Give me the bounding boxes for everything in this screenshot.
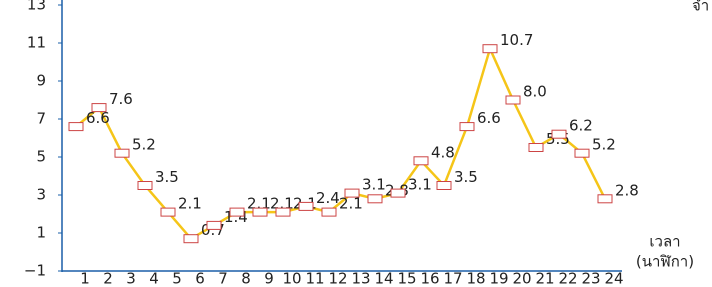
y-tick-label: 5 xyxy=(36,148,46,166)
value-label: 8.0 xyxy=(523,83,547,101)
value-label: 2.4 xyxy=(316,189,340,207)
x-tick-label: 20 xyxy=(512,270,531,287)
x-tick-label: 4 xyxy=(149,270,159,287)
x-tick-label: 13 xyxy=(351,270,370,287)
x-tick-label: 3 xyxy=(126,270,136,287)
point-marker xyxy=(276,208,290,216)
point-marker xyxy=(322,208,336,216)
point-marker xyxy=(345,189,359,197)
x-axis-label: เวลา xyxy=(649,233,680,251)
x-tick-label: 19 xyxy=(489,270,508,287)
value-label: 3.5 xyxy=(155,168,179,186)
point-marker xyxy=(207,221,221,229)
point-marker xyxy=(69,123,83,131)
x-tick-label: 24 xyxy=(604,270,623,287)
value-label: 10.7 xyxy=(500,31,533,49)
value-label: 4.8 xyxy=(431,143,455,161)
x-tick-label: 7 xyxy=(218,270,228,287)
x-axis-label: (นาฬิกา) xyxy=(636,253,694,271)
y-tick-label: 11 xyxy=(27,34,46,52)
x-tick-label: 2 xyxy=(103,270,113,287)
point-marker xyxy=(437,182,451,190)
value-label: 7.6 xyxy=(109,90,133,108)
x-tick-label: 1 xyxy=(80,270,90,287)
x-tick-label: 14 xyxy=(374,270,393,287)
y-tick-label: 9 xyxy=(36,72,46,90)
x-tick-label: 6 xyxy=(195,270,205,287)
x-tick-label: 9 xyxy=(264,270,274,287)
point-marker xyxy=(552,130,566,138)
value-label: 6.2 xyxy=(569,117,593,135)
x-tick-label: 23 xyxy=(581,270,600,287)
point-marker xyxy=(391,189,405,197)
y-tick-label: 3 xyxy=(36,186,46,204)
x-tick-label: 16 xyxy=(420,270,439,287)
x-tick-label: 10 xyxy=(282,270,301,287)
x-tick-label: 15 xyxy=(397,270,416,287)
value-label: 6.6 xyxy=(477,109,501,127)
point-marker xyxy=(368,195,382,203)
y-tick-label: 7 xyxy=(36,110,46,128)
value-label: 2.1 xyxy=(178,195,202,213)
point-marker xyxy=(115,149,129,157)
point-marker xyxy=(299,202,313,210)
point-marker xyxy=(161,208,175,216)
x-tick-label: 8 xyxy=(241,270,251,287)
point-marker xyxy=(598,195,612,203)
x-tick-label: 5 xyxy=(172,270,182,287)
y-tick-label: 13 xyxy=(27,0,46,14)
chart: จำ เวลา (นาฬิกา) −1135791113123456789101… xyxy=(0,0,712,287)
value-label: 5.2 xyxy=(132,136,156,154)
point-marker xyxy=(575,149,589,157)
point-marker xyxy=(414,157,428,165)
point-marker xyxy=(460,123,474,131)
x-tick-label: 21 xyxy=(535,270,554,287)
y-tick-label: 1 xyxy=(36,224,46,242)
value-label: 5.2 xyxy=(592,136,616,154)
point-marker xyxy=(230,208,244,216)
value-label: 3.1 xyxy=(362,176,386,194)
point-marker xyxy=(483,45,497,53)
x-tick-label: 18 xyxy=(466,270,485,287)
x-tick-label: 22 xyxy=(558,270,577,287)
point-marker xyxy=(92,104,106,112)
value-label: 3.5 xyxy=(454,168,478,186)
point-marker xyxy=(184,235,198,243)
value-label: 2.8 xyxy=(615,181,639,199)
chart-title: จำ xyxy=(692,0,709,15)
point-marker xyxy=(506,96,520,104)
point-marker xyxy=(253,208,267,216)
x-tick-label: 12 xyxy=(328,270,347,287)
point-marker xyxy=(138,182,152,190)
y-tick-label: −1 xyxy=(24,262,46,280)
x-tick-label: 11 xyxy=(305,270,324,287)
point-marker xyxy=(529,144,543,152)
x-tick-label: 17 xyxy=(443,270,462,287)
value-label: 3.1 xyxy=(408,176,432,194)
